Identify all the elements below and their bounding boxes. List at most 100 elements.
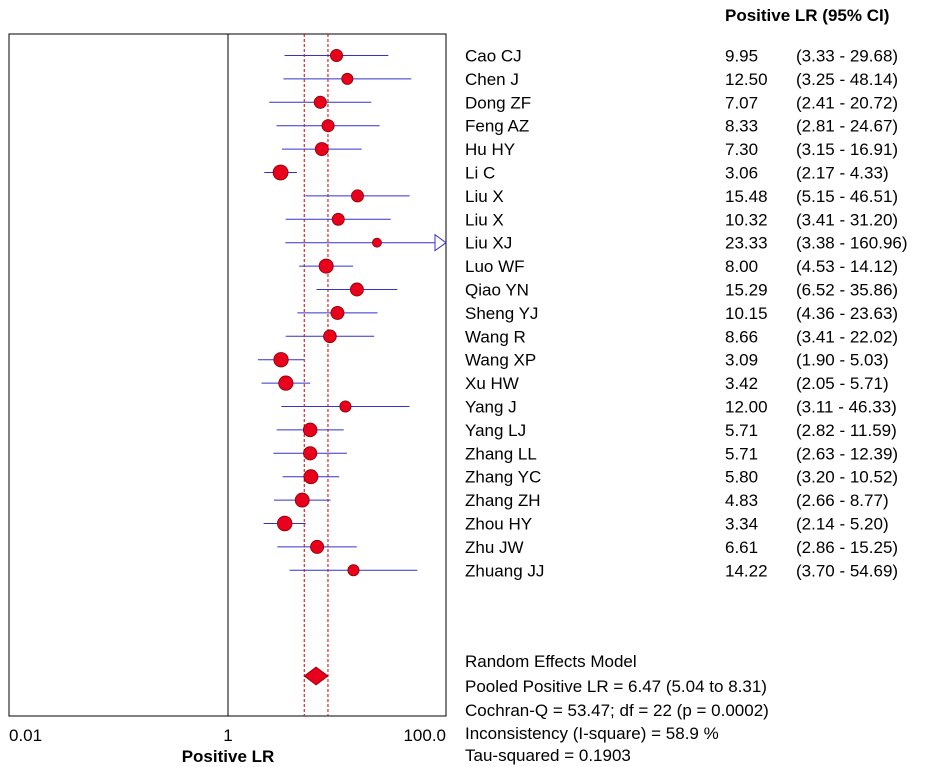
study-ci: (2.63 - 12.39): [796, 444, 898, 463]
study-ci: (3.41 - 31.20): [796, 210, 898, 229]
study-value: 8.00: [725, 257, 758, 276]
study-value: 14.22: [725, 561, 768, 580]
study-name: Chen J: [465, 70, 519, 89]
ci-arrow: [434, 233, 447, 252]
x-tick-label: 100.0: [403, 726, 446, 745]
study-ci: (3.38 - 160.96): [796, 234, 908, 253]
study-name: Feng AZ: [465, 117, 529, 136]
study-name: Yang J: [465, 398, 517, 417]
study-value: 5.80: [725, 468, 758, 487]
summary-inconsistency: Inconsistency (I-square) = 58.9 %: [465, 724, 719, 743]
study-name: Zhang LL: [465, 444, 537, 463]
study-name: Liu X: [465, 187, 504, 206]
study-value: 10.32: [725, 210, 768, 229]
study-point: [278, 375, 294, 391]
study-value: 6.61: [725, 538, 758, 557]
study-ci: (4.36 - 23.63): [796, 304, 898, 323]
study-point: [303, 446, 318, 461]
study-labels: Cao CJ 9.95 (3.33 - 29.68) Chen J 12.50 (3.25…: [465, 47, 908, 581]
study-marks: [257, 49, 447, 577]
study-point: [330, 305, 345, 320]
pooled-diamond: [303, 666, 329, 686]
study-ci: (2.81 - 24.67): [796, 117, 898, 136]
study-name: Zhu JW: [465, 538, 524, 557]
study-name: Zhuang JJ: [465, 561, 544, 580]
study-point: [277, 515, 293, 532]
study-name: Luo WF: [465, 257, 525, 276]
x-tick-label: 1: [223, 726, 232, 745]
study-point: [294, 492, 310, 508]
study-ci: (3.41 - 22.02): [796, 327, 898, 346]
study-name: Qiao YN: [465, 281, 529, 300]
study-ci: (5.15 - 46.51): [796, 187, 898, 206]
study-point: [347, 564, 360, 577]
study-ci: (1.90 - 5.03): [796, 351, 889, 370]
x-axis-label: Positive LR: [182, 747, 275, 766]
study-value: 15.48: [725, 187, 768, 206]
study-point: [313, 95, 327, 109]
study-ci: (2.17 - 4.33): [796, 164, 889, 183]
study-point: [372, 237, 382, 248]
study-value: 3.42: [725, 374, 758, 393]
study-ci: (3.15 - 16.91): [796, 140, 898, 159]
study-point: [303, 469, 319, 485]
study-point: [273, 352, 289, 368]
study-value: 8.66: [725, 327, 758, 346]
study-point: [323, 329, 337, 344]
study-name: Cao CJ: [465, 47, 522, 66]
study-name: Liu X: [465, 210, 504, 229]
study-value: 5.71: [725, 421, 758, 440]
summary-model: Random Effects Model: [465, 652, 637, 671]
study-value: 8.33: [725, 117, 758, 136]
study-value: 3.06: [725, 164, 758, 183]
study-ci: (2.41 - 20.72): [796, 93, 898, 112]
study-ci: (3.11 - 46.33): [796, 398, 897, 417]
study-name: Sheng YJ: [465, 304, 538, 323]
study-point: [314, 142, 329, 157]
study-ci: (4.53 - 14.12): [796, 257, 898, 276]
study-point: [318, 258, 334, 274]
study-ci: (3.33 - 29.68): [796, 47, 898, 66]
study-value: 15.29: [725, 281, 768, 300]
study-name: Zhang ZH: [465, 491, 541, 510]
study-name: Wang R: [465, 327, 526, 346]
study-name: Yang LJ: [465, 421, 526, 440]
study-value: 10.15: [725, 304, 768, 323]
study-ci: (3.25 - 48.14): [796, 70, 898, 89]
study-point: [331, 212, 345, 226]
study-value: 23.33: [725, 234, 768, 253]
study-name: Xu HW: [465, 374, 519, 393]
study-name: Liu XJ: [465, 234, 512, 253]
study-value: 7.30: [725, 140, 758, 159]
study-value: 7.07: [725, 93, 758, 112]
study-value: 9.95: [725, 47, 758, 66]
study-name: Hu HY: [465, 140, 515, 159]
study-point: [310, 539, 325, 554]
study-value: 4.83: [725, 491, 758, 510]
column-header: Positive LR (95% CI): [725, 6, 889, 25]
study-point: [272, 164, 289, 181]
study-point: [341, 72, 354, 85]
study-point: [302, 422, 318, 438]
study-ci: (2.82 - 11.59): [796, 421, 897, 440]
study-ci: (3.20 - 10.52): [796, 468, 898, 487]
study-point: [349, 282, 364, 297]
study-ci: (2.05 - 5.71): [796, 374, 889, 393]
study-name: Wang XP: [465, 351, 536, 370]
study-ci: (3.70 - 54.69): [796, 561, 898, 580]
study-point: [351, 189, 364, 203]
study-name: Zhou HY: [465, 515, 532, 534]
study-point: [321, 119, 335, 133]
study-name: Li C: [465, 164, 495, 183]
study-value: 12.50: [725, 70, 768, 89]
study-ci: (2.14 - 5.20): [796, 515, 889, 534]
study-value: 3.34: [725, 515, 758, 534]
study-ci: (6.52 - 35.86): [796, 281, 898, 300]
summary-cochran: Cochran-Q = 53.47; df = 22 (p = 0.0002): [465, 701, 769, 720]
study-value: 3.09: [725, 351, 758, 370]
summary-tau: Tau-squared = 0.1903: [465, 746, 631, 765]
study-name: Zhang YC: [465, 468, 541, 487]
study-point: [330, 49, 343, 62]
study-ci: (2.86 - 15.25): [796, 538, 898, 557]
